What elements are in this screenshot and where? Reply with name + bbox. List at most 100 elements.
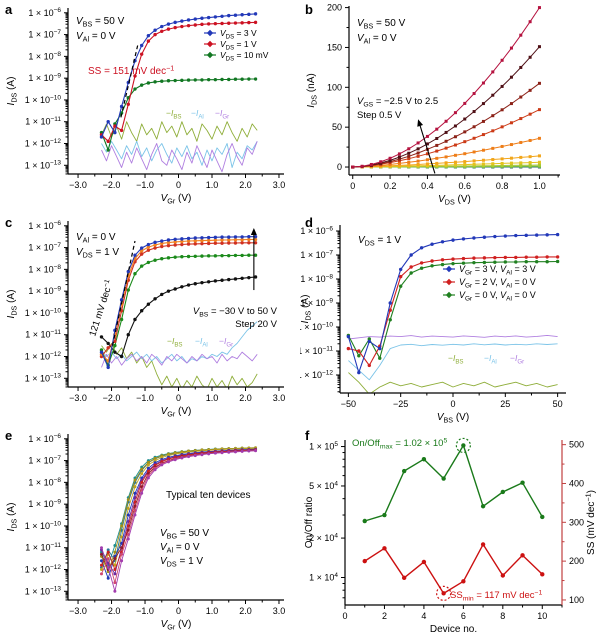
svg-text:1 × 10−10: 1 × 10−10 [25,94,62,105]
svg-text:1 × 10−13: 1 × 10−13 [25,160,62,171]
svg-text:−IGr: −IGr [510,353,524,366]
svg-text:Typical ten devices: Typical ten devices [166,490,251,501]
panel-a-label: a [5,2,13,17]
svg-text:1 × 10−7: 1 × 10−7 [28,29,61,40]
svg-text:IDS (A): IDS (A) [6,290,19,319]
panel-f-onoff-ss-statistics-plot: 0 2 4 6 8 10 1 × 105 5 × 104 2 × 104 1 × 104 100 20… [304,437,597,635]
svg-text:3.0: 3.0 [273,606,286,616]
svg-text:1 × 10−12: 1 × 10−12 [25,138,62,149]
panel-d-label: d [305,215,313,230]
svg-text:0.6: 0.6 [459,181,472,191]
svg-text:VDS = 1 V: VDS = 1 V [160,556,203,569]
svg-text:1 × 105: 1 × 105 [309,441,338,452]
panel-e-ten-devices-plot: −3.0 −2.0 −1.0 0 1.0 2.0 3.0 1 × 10−6 1 × 10−7 1 … [6,433,286,631]
svg-text:1 × 10−8: 1 × 10−8 [300,273,333,284]
svg-text:1 × 10−9: 1 × 10−9 [28,499,61,510]
svg-text:1 × 10−12: 1 × 10−12 [25,564,62,575]
panel-a: a −3.0 −2.0 −1.0 0 1.0 2.0 3.0 1 × 10−6 1 × 10−7… [0,0,300,213]
svg-text:IDS (A): IDS (A) [300,295,313,324]
panel-f-label: f [305,428,310,443]
svg-text:VGS = −2.5 V to 2.5: VGS = −2.5 V to 2.5 [357,96,438,109]
svg-text:SS = 151 mV dec−1: SS = 151 mV dec−1 [88,63,174,77]
svg-text:1 × 10−6: 1 × 10−6 [28,220,61,231]
panel-e: e −3.0 −2.0 −1.0 0 1.0 2.0 3.0 1 × 10−6 1 × 10−7… [0,426,300,639]
svg-text:IDS (A): IDS (A) [6,503,19,532]
svg-text:1 × 10−9: 1 × 10−9 [28,286,61,297]
svg-text:1 × 10−10: 1 × 10−10 [25,307,62,318]
svg-text:Step 0.5 V: Step 0.5 V [357,110,402,121]
svg-text:3.0: 3.0 [273,393,286,403]
svg-text:VGr = 3 V, VAl = 3 V: VGr = 3 V, VAl = 3 V [459,264,536,277]
svg-text:−IAl: −IAl [484,353,497,366]
svg-text:1 × 10−11: 1 × 10−11 [300,345,333,356]
svg-text:VDS (V): VDS (V) [438,194,471,207]
svg-text:1 × 10−13: 1 × 10−13 [25,586,62,597]
svg-text:VGr (V): VGr (V) [161,406,192,419]
svg-text:VDS = 1 V: VDS = 1 V [220,39,257,52]
svg-text:1 × 10−12: 1 × 10−12 [25,351,62,362]
svg-text:−3.0: −3.0 [69,606,87,616]
svg-text:2.0: 2.0 [239,180,252,190]
svg-text:5 × 104: 5 × 104 [309,480,338,491]
svg-text:0.4: 0.4 [421,181,434,191]
svg-text:500: 500 [569,440,584,450]
panel-c-label: c [5,215,13,230]
svg-text:1.0: 1.0 [206,393,219,403]
svg-text:−2.0: −2.0 [103,393,121,403]
svg-text:−1.0: −1.0 [136,180,154,190]
svg-text:1 × 10−6: 1 × 10−6 [28,433,61,444]
svg-text:−IAl: −IAl [195,336,208,349]
svg-text:1 × 10−7: 1 × 10−7 [28,455,61,466]
svg-text:3.0: 3.0 [273,180,286,190]
svg-text:VAl = 0 V: VAl = 0 V [76,31,116,44]
panel-d-vbs-sweep-plot: −50 −25 0 25 50 1 × 10−6 1 × 10−7 1 × 10−8 1 × 1… [300,225,566,425]
svg-text:0: 0 [176,393,181,403]
svg-text:4: 4 [421,611,426,621]
svg-text:VDS = 3 V: VDS = 3 V [220,28,257,41]
svg-text:−25: −25 [393,399,408,409]
svg-text:VGr = 0 V, VAl = 0 V: VGr = 0 V, VAl = 0 V [459,290,536,303]
svg-text:1 × 10−11: 1 × 10−11 [25,542,61,553]
svg-text:1 × 10−7: 1 × 10−7 [300,249,333,260]
svg-text:1 × 10−6: 1 × 10−6 [300,225,333,236]
svg-text:−2.0: −2.0 [103,606,121,616]
svg-text:0: 0 [350,181,355,191]
svg-text:VBS = −30 V to 50 V: VBS = −30 V to 50 V [193,306,278,319]
svg-text:1 × 10−8: 1 × 10−8 [28,264,61,275]
svg-text:On/Offmax = 1.02 × 105: On/Offmax = 1.02 × 105 [352,437,447,450]
svg-text:1 × 10−10: 1 × 10−10 [25,520,62,531]
svg-text:−50: −50 [341,399,356,409]
svg-text:−2.0: −2.0 [103,180,121,190]
svg-text:Step 20 V: Step 20 V [235,319,277,330]
svg-text:1 × 10−13: 1 × 10−13 [25,373,62,384]
svg-text:−IGr: −IGr [219,336,233,349]
svg-text:100: 100 [569,595,584,605]
svg-text:0.2: 0.2 [384,181,397,191]
svg-text:VAl = 0 V: VAl = 0 V [160,542,200,555]
panel-e-label: e [5,428,13,443]
panel-c-backgate-family-plot: −3.0 −2.0 −1.0 0 1.0 2.0 3.0 1 × 10−6 1 × 10−7 1 … [6,220,286,419]
svg-text:150: 150 [327,42,342,52]
svg-text:VGr (V): VGr (V) [161,193,192,206]
svg-text:−IBS: −IBS [448,353,464,366]
svg-text:−3.0: −3.0 [69,180,87,190]
svg-text:1 × 10−11: 1 × 10−11 [25,116,61,127]
svg-text:VBG = 50 V: VBG = 50 V [160,528,209,541]
svg-text:−IBS: −IBS [167,336,183,349]
svg-text:1 × 10−9: 1 × 10−9 [300,297,333,308]
svg-text:200: 200 [569,556,584,566]
svg-text:10: 10 [537,611,547,621]
svg-text:25: 25 [500,399,510,409]
svg-text:1 × 10−12: 1 × 10−12 [300,369,333,380]
svg-text:VAl = 0 V: VAl = 0 V [76,232,116,245]
svg-text:2.0: 2.0 [239,393,252,403]
svg-text:2: 2 [382,611,387,621]
svg-text:121 mV dec−1: 121 mV dec−1 [87,278,116,337]
panel-b: b 0 0.2 0.4 0.6 0.8 1.0 0 50 100 150 200 VDS (V) IDS… [300,0,600,213]
svg-text:1 × 10−6: 1 × 10−6 [28,7,61,18]
panel-b-label: b [305,2,313,17]
svg-text:0.8: 0.8 [496,181,509,191]
svg-text:1 × 10−7: 1 × 10−7 [28,242,61,253]
panel-a-transfer-curves-plot: −3.0 −2.0 −1.0 0 1.0 2.0 3.0 1 × 10−6 1 × 10−7 1 … [6,7,286,206]
